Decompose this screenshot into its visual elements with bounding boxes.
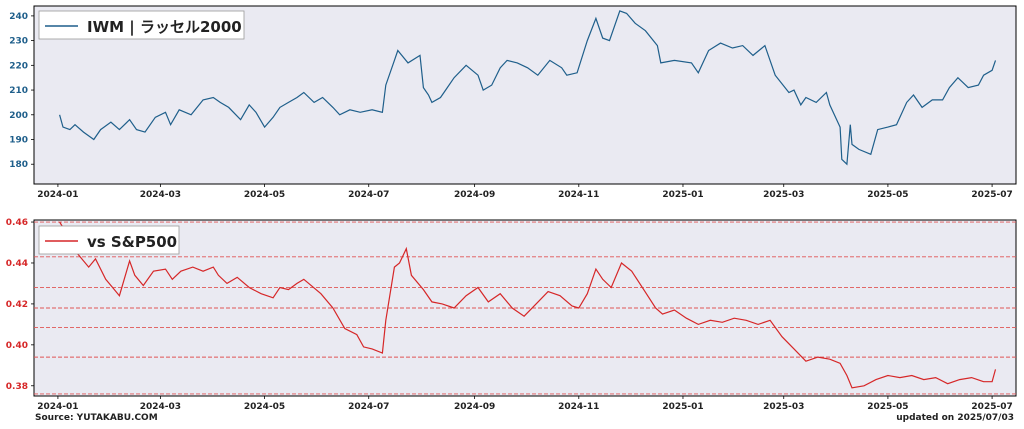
bottom-x-tick-label: 2024-09 (454, 402, 495, 412)
top-y-tick-label: 200 (9, 111, 28, 121)
bottom-x-tick-label: 2025-01 (662, 402, 703, 412)
top-y-tick-label: 180 (9, 160, 28, 170)
top-x-tick-label: 2024-09 (454, 190, 495, 200)
top-legend: IWM | ラッセル2000 (38, 10, 245, 40)
top-x-tick-label: 2024-05 (244, 190, 285, 200)
top-x-tick-label: 2025-01 (662, 190, 703, 200)
top-legend-label: IWM | ラッセル2000 (87, 18, 242, 37)
top-y-tick-label: 220 (9, 61, 28, 71)
top-x-tick-label: 2024-07 (348, 190, 389, 200)
bottom-legend: vs S&P500 (38, 225, 180, 255)
top-y-axis: 180 190 200 210 220 230 240 (9, 12, 34, 170)
top-x-tick-label: 2025-03 (763, 190, 804, 200)
bottom-chart: 0.380.400.420.440.46 2024-01 2024-03 2024-… (6, 218, 1017, 412)
ratio-vs-sp500-line (59, 221, 997, 389)
bottom-y-tick-label: 0.38 (6, 382, 28, 392)
top-x-tick-label: 2024-01 (37, 190, 78, 200)
bottom-x-tick-label: 2024-05 (244, 402, 285, 412)
top-y-tick-label: 190 (9, 136, 28, 146)
bottom-x-tick-label: 2024-01 (37, 402, 78, 412)
bottom-x-tick-label: 2025-03 (763, 402, 804, 412)
bottom-y-tick-label: 0.44 (6, 259, 28, 269)
top-y-tick-label: 240 (9, 12, 28, 22)
bottom-x-axis: 2024-01 2024-03 2024-05 2024-07 2024-09 2024-… (37, 396, 1013, 412)
top-x-tick-label: 2025-07 (971, 190, 1012, 200)
top-y-tick-label: 210 (9, 86, 28, 96)
source-note: Source: YUTAKABU.COM (35, 413, 158, 423)
bottom-y-tick-label: 0.40 (6, 341, 28, 351)
bottom-x-tick-label: 2024-11 (558, 402, 599, 412)
top-y-tick-label: 230 (9, 37, 28, 47)
updated-note: updated on 2025/07/03 (896, 413, 1014, 423)
iwm-price-line (59, 10, 997, 166)
bottom-x-tick-label: 2024-03 (140, 402, 181, 412)
bottom-y-axis: 0.38 0.40 0.42 0.44 0.46 (6, 218, 34, 392)
top-x-axis: 2024-01 2024-03 2024-05 2024-07 2024-09 2024-… (37, 184, 1013, 200)
bottom-reference-lines (34, 221, 1016, 395)
bottom-x-tick-label: 2025-07 (971, 402, 1012, 412)
bottom-x-tick-label: 2024-07 (348, 402, 389, 412)
top-x-tick-label: 2025-05 (867, 190, 908, 200)
bottom-legend-label: vs S&P500 (87, 233, 177, 251)
top-x-tick-label: 2024-11 (558, 190, 599, 200)
bottom-y-tick-label: 0.46 (6, 218, 28, 228)
bottom-x-tick-label: 2025-05 (867, 402, 908, 412)
bottom-y-tick-label: 0.42 (6, 300, 28, 310)
top-x-tick-label: 2024-03 (140, 190, 181, 200)
